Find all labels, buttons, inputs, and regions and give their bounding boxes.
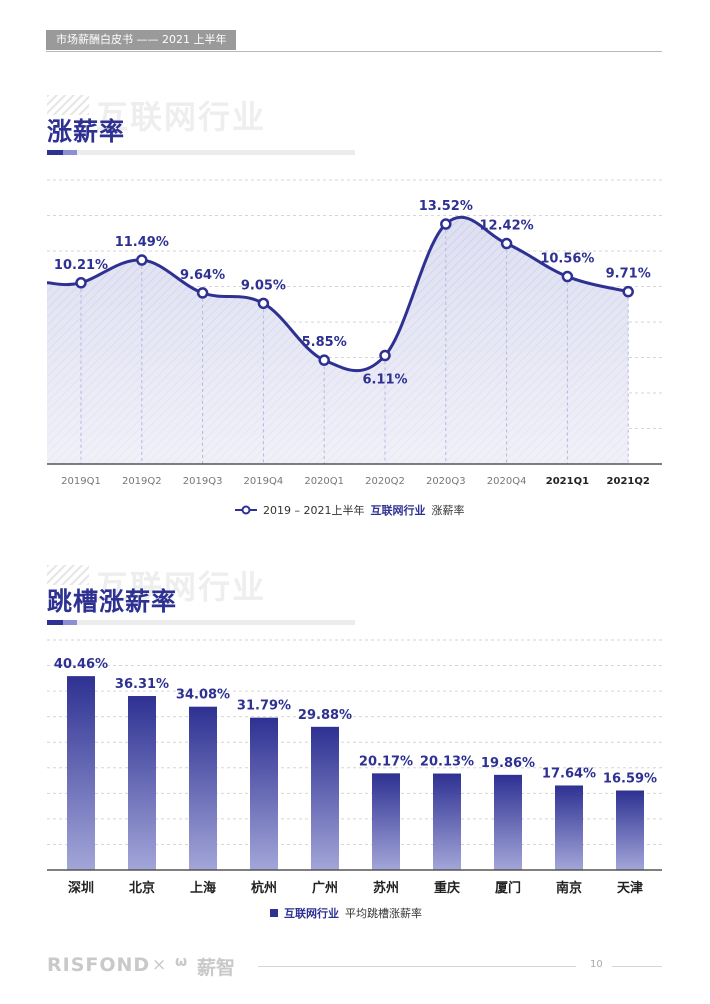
data-point <box>257 297 270 310</box>
data-label: 6.11% <box>362 373 407 388</box>
city-label: 苏州 <box>373 880 399 896</box>
footer-times-sign: × <box>152 955 167 975</box>
section2-legend-suffix: 平均跳槽涨薪率 <box>345 907 422 920</box>
data-point <box>622 285 634 298</box>
city-label: 厦门 <box>495 880 521 896</box>
section2-legend-highlight: 互联网行业 <box>284 907 339 920</box>
bar-value-label: 36.31% <box>115 677 169 692</box>
data-point <box>379 349 391 362</box>
section2-legend: 互联网行业 平均跳槽涨薪率 <box>270 905 422 921</box>
section1-watermark: 互联网行业 <box>96 98 267 136</box>
data-label: 10.21% <box>54 258 108 273</box>
salary-increase-line-chart: 10.21% 2019Q1 11.49% 2019Q2 9.64% 2019Q3 9.05%… <box>46 179 662 487</box>
data-label: 5.85% <box>302 335 347 350</box>
x-tick-label: 2019Q3 <box>183 476 223 487</box>
data-point <box>75 277 87 289</box>
bar <box>555 785 583 870</box>
section1-legend-highlight: 互联网行业 <box>370 504 426 517</box>
data-point <box>500 237 513 250</box>
bar-value-label: 20.17% <box>359 754 413 769</box>
city-label: 重庆 <box>434 880 460 896</box>
line-legend-marker <box>235 505 257 515</box>
bar-value-label: 40.46% <box>54 657 108 672</box>
data-label: 10.56% <box>540 252 594 267</box>
x-tick-label: 2019Q4 <box>244 476 284 487</box>
data-point <box>561 270 574 283</box>
bar-value-label: 29.88% <box>298 708 352 723</box>
x-tick-label: 2019Q2 <box>122 476 162 487</box>
city-label: 天津 <box>617 880 643 896</box>
section1-title-underline <box>47 150 355 155</box>
bar-value-label: 31.79% <box>237 699 291 714</box>
x-tick-label: 2020Q3 <box>426 476 466 487</box>
x-tick-label: 2019Q1 <box>61 476 101 487</box>
xinzhi-logo-icon: ѡ <box>175 954 188 970</box>
section2-title-underline <box>47 620 355 625</box>
data-label: 12.42% <box>480 219 534 234</box>
page-number: 10 <box>590 959 603 970</box>
bar-value-label: 17.64% <box>542 766 596 781</box>
data-label: 9.05% <box>241 278 286 293</box>
bar-value-label: 16.59% <box>603 772 657 787</box>
x-tick-label: 2020Q4 <box>487 476 527 487</box>
series-line <box>46 215 629 373</box>
section1-legend: 2019 – 2021上半年 互联网行业 涨薪率 <box>235 502 464 518</box>
document-header-tag: 市场薪酬白皮书 —— 2021 上半年 <box>46 30 237 50</box>
bar <box>250 717 278 870</box>
data-point <box>440 218 452 230</box>
bar-value-label: 19.86% <box>481 756 535 771</box>
x-tick-label: 2020Q1 <box>304 476 344 487</box>
city-label: 深圳 <box>68 880 94 896</box>
bar <box>189 706 217 870</box>
footer-divider-left <box>258 966 576 967</box>
city-label: 杭州 <box>251 880 277 896</box>
bar <box>433 773 461 870</box>
header-divider <box>46 51 662 52</box>
risfond-logo: RISFOND <box>47 954 151 976</box>
x-tick-label: 2021Q2 <box>607 476 650 487</box>
x-tick-label: 2021Q1 <box>546 476 589 487</box>
bar <box>311 726 339 870</box>
city-label: 南京 <box>556 880 582 896</box>
data-label: 9.71% <box>606 267 651 282</box>
section1-legend-suffix: 涨薪率 <box>431 504 465 517</box>
bar-legend-swatch <box>270 909 278 917</box>
section2-watermark: 互联网行业 <box>96 568 267 606</box>
city-label: 上海 <box>190 880 216 896</box>
city-label: 广州 <box>312 880 338 896</box>
bar <box>494 774 522 870</box>
job-hopping-bar-chart: 40.46% 深圳 36.31% 北京 34.08% 上海 31.79% 杭州 29.88% 广州… <box>47 639 662 896</box>
data-point <box>136 254 148 266</box>
data-label: 13.52% <box>419 199 473 214</box>
data-point <box>318 354 330 366</box>
data-label: 9.64% <box>180 268 225 283</box>
xinzhi-logo-text: 薪智 <box>197 957 236 979</box>
x-tick-label: 2020Q2 <box>365 476 405 487</box>
bar <box>67 676 95 870</box>
bar <box>372 773 400 870</box>
bar <box>616 790 644 870</box>
title-hatch-decoration <box>47 95 89 115</box>
footer-divider-right <box>612 966 662 967</box>
section1-title: 涨薪率 <box>47 117 126 146</box>
line-area-fade <box>47 217 629 464</box>
title-hatch-decoration <box>47 565 89 585</box>
section2-title: 跳槽涨薪率 <box>47 587 178 616</box>
bar <box>128 696 156 870</box>
data-point <box>196 287 209 299</box>
city-label: 北京 <box>129 880 155 896</box>
section1-legend-text: 2019 – 2021上半年 <box>263 504 365 517</box>
bar-value-label: 20.13% <box>420 755 474 770</box>
bar-value-label: 34.08% <box>176 688 230 703</box>
data-label: 11.49% <box>115 235 169 250</box>
